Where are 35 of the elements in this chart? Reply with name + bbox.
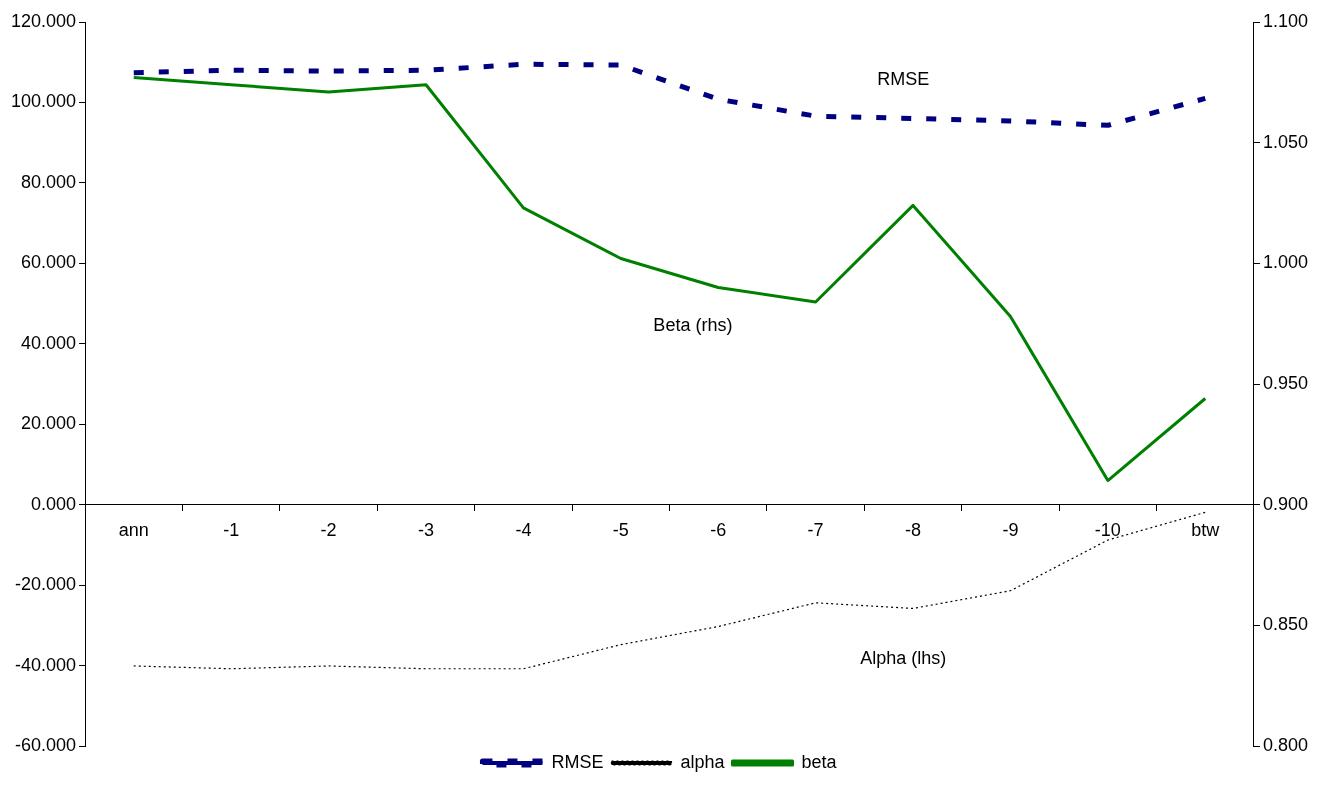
y-tick-label: 0.000 (31, 493, 77, 514)
y-tick-label: -20.000 (15, 574, 77, 595)
x-tick-label: -5 (612, 520, 629, 541)
y-tick-label: 100.000 (10, 91, 77, 112)
x-tick-label: -2 (320, 520, 337, 541)
x-tick-label: btw (1191, 520, 1221, 541)
legend-label: beta (801, 751, 838, 772)
x-tick-label: -1 (223, 520, 240, 541)
y-tick-label: 40.000 (21, 332, 77, 353)
x-tick-label: -10 (1094, 520, 1121, 541)
y-tick-label: 120.000 (10, 10, 77, 31)
y2-tick-label: 1.100 (1262, 10, 1308, 31)
x-tick-label: -9 (1002, 520, 1019, 541)
annotation: RMSE (877, 68, 930, 89)
y-tick-label: -40.000 (15, 654, 77, 675)
x-tick-label: -4 (515, 520, 532, 541)
x-tick-label: ann (118, 520, 149, 541)
y2-tick-label: 0.850 (1262, 614, 1308, 635)
y-tick-label: 60.000 (21, 252, 77, 273)
legend-label: alpha (680, 751, 726, 772)
y2-tick-label: 1.050 (1262, 131, 1308, 152)
annotation: Beta (rhs) (653, 315, 733, 336)
y2-tick-label: 0.950 (1262, 372, 1308, 393)
y2-tick-label: 0.900 (1262, 493, 1308, 514)
x-tick-label: -8 (905, 520, 922, 541)
y2-tick-label: 0.800 (1262, 734, 1308, 755)
y2-tick-label: 1.000 (1262, 252, 1308, 273)
y-tick-label: -60.000 (15, 734, 77, 755)
y-tick-label: 80.000 (21, 171, 77, 192)
annotation: Alpha (lhs) (860, 648, 947, 669)
x-tick-label: -3 (417, 520, 434, 541)
x-tick-label: -6 (710, 520, 727, 541)
x-tick-label: -7 (807, 520, 824, 541)
legend-label: RMSE (551, 751, 604, 772)
y-tick-label: 20.000 (21, 413, 77, 434)
